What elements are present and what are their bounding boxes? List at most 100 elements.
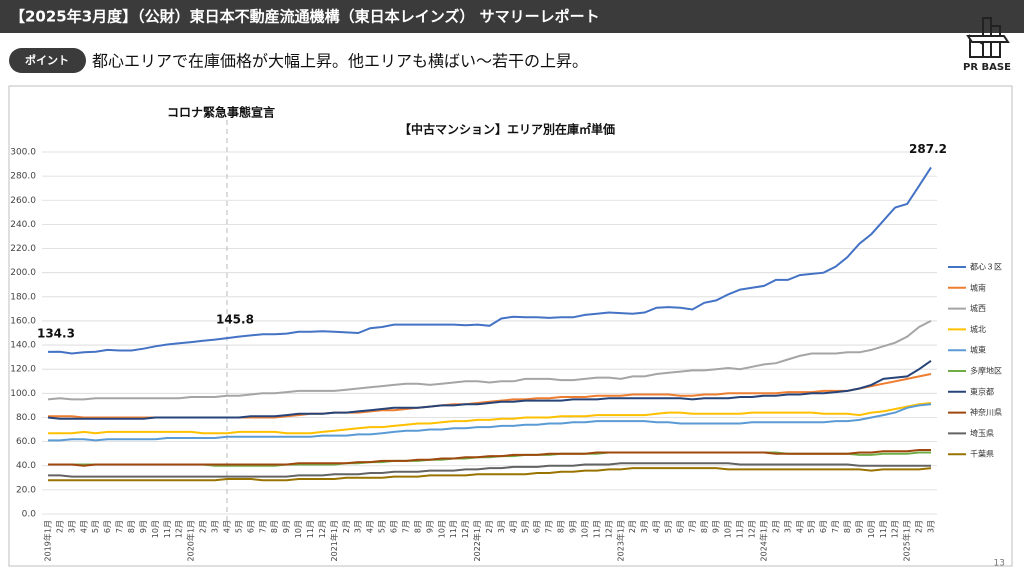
point-badge-bg (9, 48, 86, 73)
legend-label: 多摩地区 (970, 366, 1002, 376)
x-tick-label: 3月 (354, 520, 363, 533)
header-title: 【2025年3月度】（公財）東日本不動産流通機構（東日本レインズ） サマリーレポ… (10, 8, 600, 26)
event-label: コロナ緊急事態宣言 (167, 105, 275, 120)
x-tick-label: 9月 (712, 520, 721, 533)
series-line (48, 373, 932, 419)
y-tick-label: 260.0 (10, 196, 36, 206)
y-tick-label: 180.0 (10, 292, 36, 302)
x-tick-label: 3月 (497, 520, 506, 533)
legend-label: 千葉県 (970, 449, 994, 459)
series-line (48, 449, 931, 467)
series-line (47, 320, 932, 401)
x-tick-label: 7月 (258, 520, 267, 533)
legend-label: 都心３区 (970, 263, 1002, 272)
legend-label: 城東 (970, 345, 986, 355)
x-tick-label: 6月 (819, 520, 828, 533)
x-tick-label: 5月 (234, 520, 243, 533)
x-tick-label: 2月 (485, 520, 494, 533)
x-tick-label: 9月 (855, 520, 864, 533)
x-tick-label: 4月 (79, 520, 88, 533)
logo-text: PR BASE (963, 62, 1011, 73)
x-tick-label: 11月 (592, 520, 601, 538)
x-tick-label: 2月 (771, 520, 780, 533)
x-tick-label: 4月 (366, 520, 375, 533)
y-tick-label: 220.0 (10, 244, 36, 254)
series-line (48, 403, 932, 442)
logo-icon (966, 17, 1010, 58)
x-tick-label: 10月 (867, 520, 876, 538)
x-tick-label: 9月 (139, 520, 148, 533)
x-tick-label: 2025年1月 (902, 520, 912, 561)
x-tick-label: 2月 (199, 520, 208, 533)
legend-label: 埼玉県 (970, 428, 994, 438)
x-tick-label: 10月 (294, 520, 303, 538)
data-label: 287.2 (909, 142, 947, 156)
x-tick-label: 9月 (569, 520, 578, 533)
data-label: 134.3 (37, 326, 75, 340)
x-tick-label: 3月 (783, 520, 792, 533)
x-tick-label: 2月 (628, 520, 637, 533)
y-tick-label: 280.0 (10, 172, 36, 182)
y-tick-label: 40.0 (16, 461, 36, 471)
x-tick-label: 7月 (831, 520, 840, 533)
series-line (48, 467, 932, 482)
x-tick-label: 5月 (807, 520, 816, 533)
x-tick-label: 6月 (676, 520, 685, 533)
x-tick-label: 2022年1月 (472, 520, 482, 561)
x-tick-label: 8月 (557, 520, 566, 533)
x-tick-label: 2月 (55, 520, 64, 533)
series-line (47, 166, 932, 355)
x-tick-label: 4月 (509, 520, 518, 533)
x-tick-label: 5月 (378, 520, 387, 533)
series-line (48, 402, 932, 435)
x-tick-label: 10月 (724, 520, 733, 538)
legend-label: 城北 (970, 325, 986, 334)
x-tick-label: 3月 (640, 520, 649, 533)
x-tick-label: 4月 (652, 520, 661, 533)
x-tick-label: 9月 (282, 520, 291, 533)
series-line (47, 359, 932, 420)
y-tick-label: 120.0 (10, 365, 36, 375)
x-tick-label: 11月 (306, 520, 315, 538)
x-tick-label: 2023年1月 (615, 520, 625, 561)
header-bar (0, 0, 1024, 33)
legend-label: 東京都 (970, 386, 994, 396)
y-tick-label: 60.0 (16, 437, 36, 447)
x-tick-label: 12月 (604, 520, 613, 538)
x-tick-label: 12月 (748, 520, 757, 538)
x-tick-label: 8月 (413, 520, 422, 533)
x-tick-label: 2021年1月 (329, 520, 339, 561)
x-tick-label: 12月 (175, 520, 184, 538)
legend-label: 城南 (970, 282, 986, 292)
x-tick-label: 5月 (91, 520, 100, 533)
chart-frame (8, 85, 1013, 567)
y-tick-label: 240.0 (10, 220, 36, 230)
x-tick-label: 7月 (115, 520, 124, 533)
x-tick-label: 2019年1月 (42, 520, 52, 561)
x-tick-label: 8月 (843, 520, 852, 533)
x-tick-label: 10月 (151, 520, 160, 538)
x-tick-label: 2月 (342, 520, 351, 533)
y-tick-label: 100.0 (10, 389, 36, 399)
x-tick-label: 3月 (927, 520, 936, 533)
x-tick-label: 12月 (891, 520, 900, 538)
x-tick-label: 5月 (664, 520, 673, 533)
series-line (48, 462, 931, 478)
point-text: 都心エリアで在庫価格が大幅上昇。他エリアも横ばい～若干の上昇。 (92, 52, 588, 71)
y-tick-label: 20.0 (16, 485, 36, 495)
x-tick-label: 3月 (67, 520, 76, 533)
y-tick-label: 0.0 (22, 510, 37, 520)
x-tick-label: 12月 (318, 520, 327, 538)
x-tick-label: 6月 (533, 520, 542, 533)
x-tick-label: 10月 (580, 520, 589, 538)
legend-label: 神奈川県 (970, 407, 1002, 417)
x-tick-label: 12月 (461, 520, 470, 538)
x-tick-label: 2月 (915, 520, 924, 533)
x-tick-label: 11月 (736, 520, 745, 538)
x-tick-label: 10月 (437, 520, 446, 538)
y-tick-label: 140.0 (10, 341, 36, 351)
y-tick-label: 300.0 (10, 148, 36, 158)
y-tick-label: 160.0 (10, 316, 36, 326)
x-tick-label: 11月 (879, 520, 888, 538)
